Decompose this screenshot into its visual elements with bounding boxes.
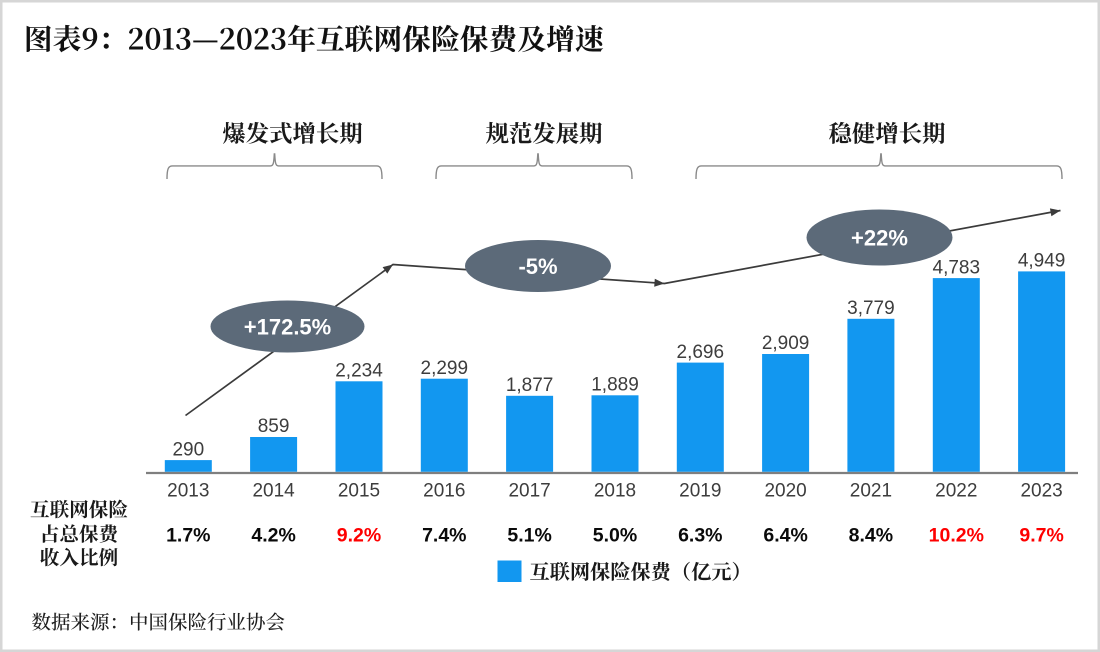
svg-text:-5%: -5% bbox=[518, 254, 557, 279]
svg-text:7.4%: 7.4% bbox=[422, 524, 466, 546]
svg-text:2018: 2018 bbox=[594, 480, 636, 501]
svg-text:4,783: 4,783 bbox=[933, 257, 981, 278]
svg-text:5.1%: 5.1% bbox=[507, 524, 551, 546]
svg-text:8.4%: 8.4% bbox=[849, 524, 893, 546]
svg-text:2014: 2014 bbox=[252, 480, 295, 501]
svg-text:4.2%: 4.2% bbox=[251, 524, 295, 546]
svg-text:+22%: +22% bbox=[851, 225, 908, 250]
svg-text:2022: 2022 bbox=[935, 480, 977, 501]
svg-text:9.7%: 9.7% bbox=[1019, 524, 1063, 546]
svg-text:2020: 2020 bbox=[764, 480, 806, 501]
svg-text:859: 859 bbox=[258, 416, 290, 437]
svg-text:9.2%: 9.2% bbox=[337, 524, 381, 546]
svg-text:10.2%: 10.2% bbox=[929, 524, 984, 546]
svg-text:6.4%: 6.4% bbox=[763, 524, 807, 546]
svg-text:2017: 2017 bbox=[508, 480, 550, 501]
svg-text:2,299: 2,299 bbox=[421, 358, 469, 379]
svg-text:2,696: 2,696 bbox=[677, 342, 725, 363]
svg-text:2013: 2013 bbox=[167, 480, 209, 501]
svg-text:2016: 2016 bbox=[423, 480, 465, 501]
svg-text:2,234: 2,234 bbox=[335, 361, 383, 382]
svg-text:2021: 2021 bbox=[850, 480, 892, 501]
svg-text:1.7%: 1.7% bbox=[166, 524, 210, 546]
svg-text:2015: 2015 bbox=[338, 480, 380, 501]
svg-text:+172.5%: +172.5% bbox=[244, 314, 331, 339]
svg-text:1,877: 1,877 bbox=[506, 375, 554, 396]
svg-text:4,949: 4,949 bbox=[1018, 251, 1066, 272]
svg-text:290: 290 bbox=[172, 439, 204, 460]
svg-text:2,909: 2,909 bbox=[762, 333, 810, 354]
svg-text:2019: 2019 bbox=[679, 480, 721, 501]
svg-text:3,779: 3,779 bbox=[847, 298, 895, 319]
svg-text:5.0%: 5.0% bbox=[593, 524, 637, 546]
svg-text:6.3%: 6.3% bbox=[678, 524, 722, 546]
svg-text:2023: 2023 bbox=[1020, 480, 1062, 501]
svg-text:1,889: 1,889 bbox=[591, 375, 639, 396]
